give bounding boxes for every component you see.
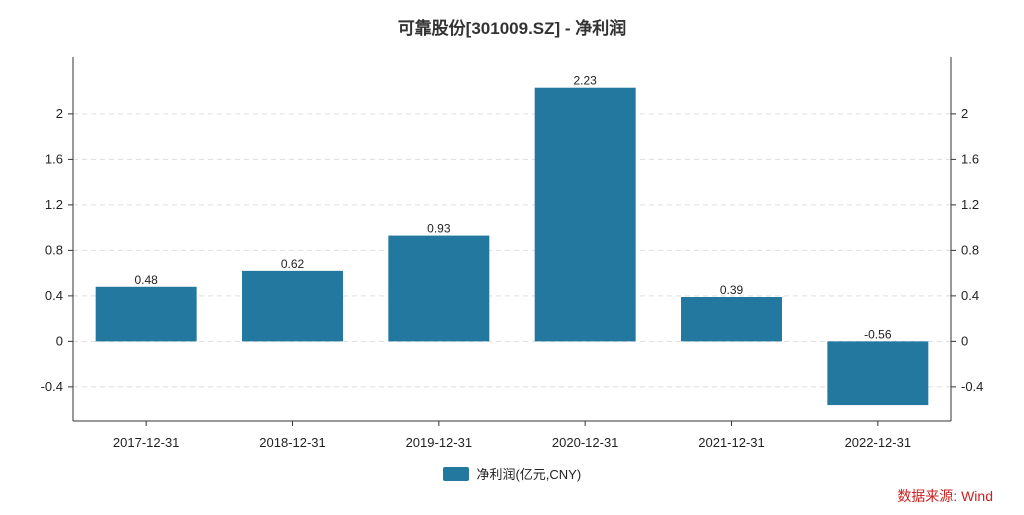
y-tick-label-left: 0.4	[45, 288, 63, 303]
bar	[242, 270, 343, 342]
legend-swatch	[442, 467, 469, 481]
y-tick-label-right: 0.8	[961, 242, 979, 257]
bar	[388, 235, 490, 342]
x-tick-label: 2021-12-31	[698, 435, 765, 450]
x-tick-label: 2022-12-31	[845, 435, 912, 450]
x-tick-label: 2017-12-31	[113, 435, 180, 450]
bar	[681, 297, 782, 342]
y-tick-label-right: 1.2	[961, 197, 979, 212]
chart-title: 可靠股份[301009.SZ] - 净利润	[397, 19, 627, 38]
data-label: 0.93	[427, 222, 451, 236]
y-tick-label-right: 2	[961, 106, 968, 121]
y-tick-label-left: 0	[56, 333, 63, 348]
bar	[827, 341, 929, 406]
y-tick-label-right: 0.4	[961, 288, 979, 303]
bar	[95, 286, 197, 342]
source-note: 数据来源: Wind	[897, 488, 993, 504]
legend-label: 净利润(亿元,CNY)	[476, 467, 582, 482]
y-tick-label-left: 2	[56, 106, 63, 121]
x-tick-label: 2020-12-31	[552, 435, 619, 450]
y-tick-label-left: 0.8	[45, 242, 63, 257]
y-tick-label-right: -0.4	[961, 379, 983, 394]
y-tick-label-left: 1.6	[45, 151, 63, 166]
y-tick-label-left: -0.4	[41, 379, 63, 394]
data-label: 2.23	[573, 74, 597, 88]
data-label: 0.62	[281, 257, 305, 271]
data-label: -0.56	[864, 327, 892, 341]
x-tick-label: 2019-12-31	[406, 435, 473, 450]
bar	[534, 87, 636, 342]
y-tick-label-right: 1.6	[961, 151, 979, 166]
y-tick-label-left: 1.2	[45, 197, 63, 212]
x-tick-label: 2018-12-31	[259, 435, 326, 450]
legend: 净利润(亿元,CNY)	[0, 464, 1024, 483]
y-tick-label-right: 0	[961, 333, 968, 348]
data-label: 0.39	[720, 283, 744, 297]
data-label: 0.48	[134, 273, 158, 287]
